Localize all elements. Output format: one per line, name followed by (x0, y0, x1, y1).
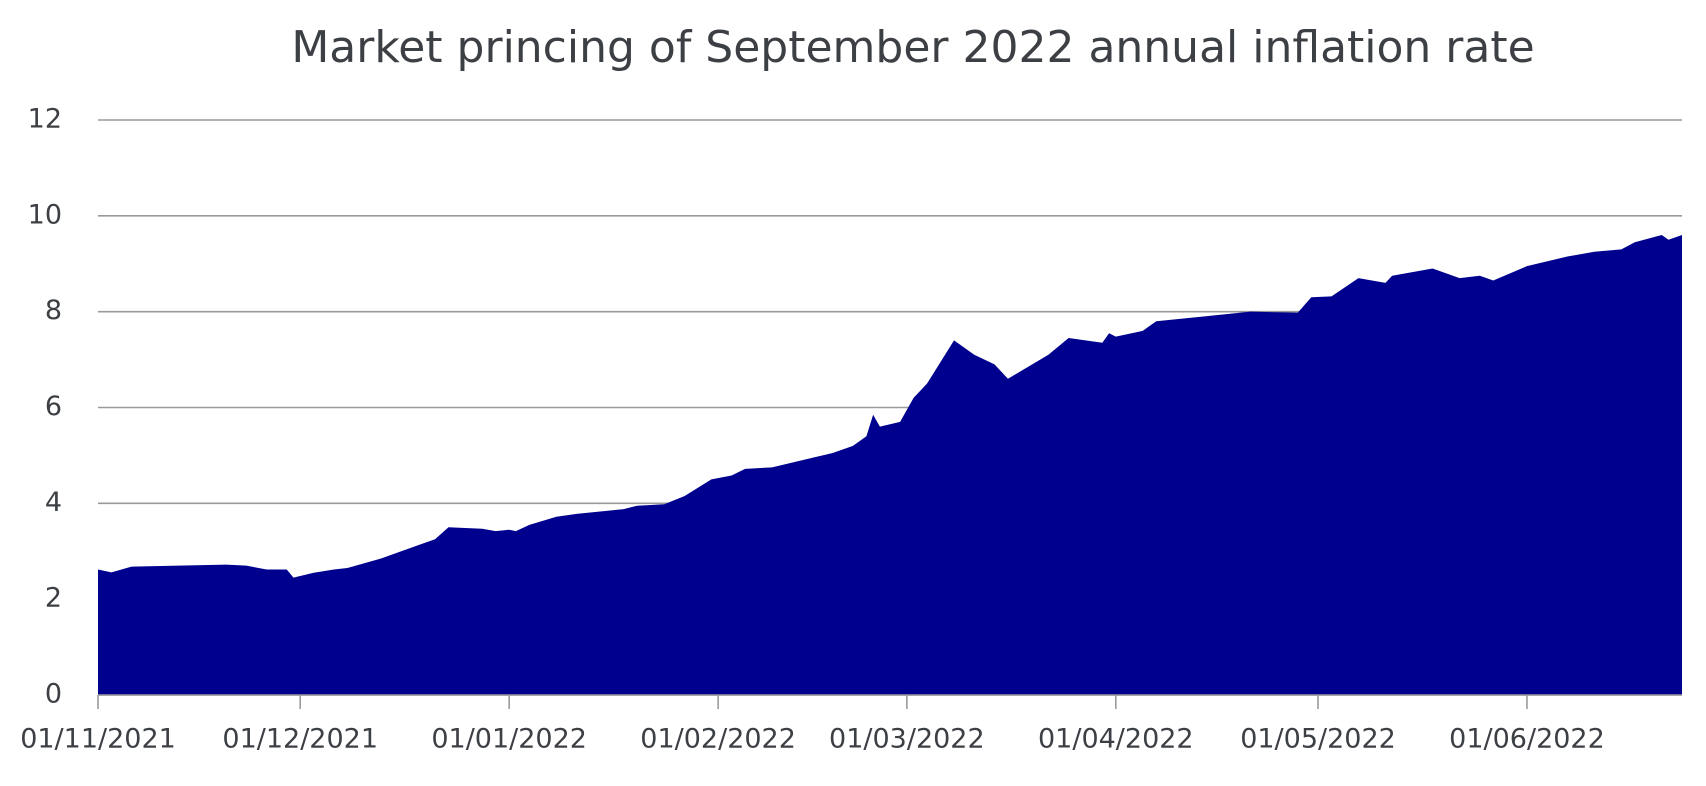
y-tick-label: 0 (45, 679, 62, 710)
y-tick-label: 10 (28, 199, 62, 230)
x-tick-label: 01/01/2022 (431, 724, 587, 755)
y-tick-label: 4 (45, 487, 62, 518)
y-tick-label: 12 (28, 104, 62, 135)
y-tick-label: 6 (45, 391, 62, 422)
y-tick-label: 2 (45, 583, 62, 614)
x-tick-label: 01/02/2022 (640, 724, 796, 755)
chart-title: Market princing of September 2022 annual… (291, 22, 1534, 73)
x-tick-label: 01/05/2022 (1240, 724, 1396, 755)
x-tick-label: 01/06/2022 (1449, 724, 1605, 755)
x-tick-label: 01/11/2021 (20, 724, 176, 755)
x-tick-label: 01/12/2021 (222, 724, 378, 755)
x-tick-label: 01/04/2022 (1038, 724, 1194, 755)
area (98, 235, 1682, 695)
x-tick-label: 01/03/2022 (829, 724, 985, 755)
y-tick-label: 8 (45, 295, 62, 326)
